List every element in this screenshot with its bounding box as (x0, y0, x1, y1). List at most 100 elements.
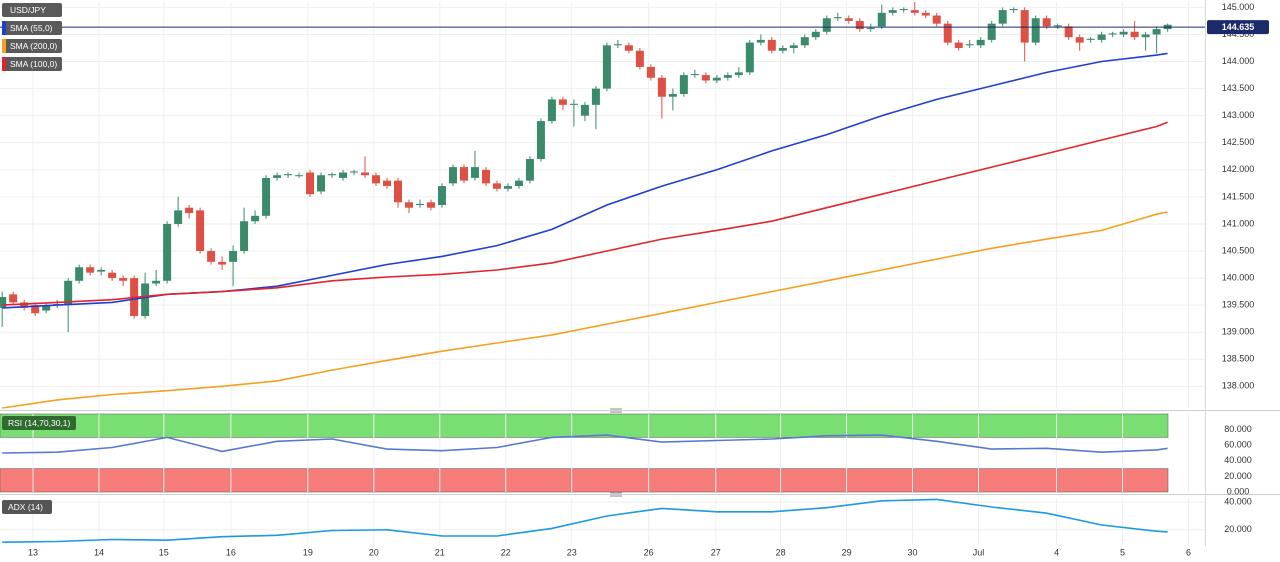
y-tick-label: 40.000 (1224, 455, 1252, 465)
legend-box (2, 21, 62, 35)
candle-body (734, 72, 743, 76)
candle-body (624, 45, 633, 51)
candle-body (448, 167, 457, 184)
legend-box (2, 57, 62, 71)
candle-body (1130, 31, 1139, 38)
candle-body (998, 10, 1007, 24)
y-tick-label: 60.000 (1224, 440, 1252, 450)
candle-body (20, 302, 29, 308)
y-tick-label: 140.000 (1222, 272, 1255, 282)
candle-body (75, 267, 84, 281)
candle-body (42, 305, 51, 311)
candle-body (174, 210, 183, 224)
candle-body (119, 278, 128, 281)
candle-body (1119, 31, 1128, 35)
candle-body (635, 50, 644, 67)
candle-body (767, 39, 776, 51)
y-tick-label: 141.500 (1222, 191, 1255, 201)
grid-layer (0, 2, 1205, 408)
candle-body (262, 177, 271, 216)
candle-body (459, 167, 468, 181)
zone-band (0, 468, 1169, 493)
legend-label: SMA (100,0) (10, 59, 57, 69)
candle-body (811, 31, 820, 38)
candle-body (1075, 37, 1084, 43)
candle-body (1152, 29, 1161, 35)
indicator-line (2, 121, 1168, 306)
legend-box (2, 500, 52, 514)
candle-body (789, 45, 798, 49)
candle-body (141, 283, 150, 316)
x-tick-label: 29 (842, 547, 852, 557)
candle-body (372, 175, 381, 184)
y-tick-label: 20.000 (1224, 471, 1252, 481)
x-tick-label: 30 (908, 547, 918, 557)
y-tick-label: 20.000 (1224, 524, 1252, 534)
candle-body (536, 121, 545, 159)
candle-body (9, 294, 18, 303)
candle-body (317, 175, 326, 192)
candle-body (1053, 25, 1062, 27)
candle-body (1042, 18, 1051, 27)
grid-layer (0, 413, 1190, 493)
candle-body (185, 207, 194, 214)
candle-body (657, 77, 666, 97)
candle-body (196, 210, 205, 252)
candle-body (1064, 26, 1073, 38)
last-price-label: 144.635 (1222, 22, 1255, 32)
y-tick-label: 139.500 (1222, 300, 1255, 310)
legend-swatch (2, 57, 6, 71)
candle-body (97, 269, 106, 272)
candle-body (361, 172, 370, 176)
candle-body (965, 44, 974, 46)
candle-body (888, 10, 897, 13)
resize-handle[interactable] (610, 492, 622, 497)
x-tick-label: 28 (776, 547, 786, 557)
y-tick-label: 141.000 (1222, 218, 1255, 228)
x-tick-label: 23 (567, 547, 577, 557)
x-tick-label: 14 (94, 547, 104, 557)
candle-body (328, 174, 337, 176)
candle-body (207, 251, 216, 262)
candle-body (470, 167, 479, 178)
candle-body (844, 18, 853, 21)
candle-body (987, 23, 996, 40)
data-layer (0, 2, 1205, 409)
legend-label: SMA (200,0) (10, 41, 57, 51)
y-tick-label: 138.000 (1222, 381, 1255, 391)
candle-body (877, 12, 886, 27)
grid-layer (0, 498, 1205, 545)
candle-body (240, 221, 249, 252)
candle-body (1009, 9, 1018, 11)
candle-body (404, 202, 413, 208)
data-layer (2, 434, 1168, 454)
x-tick-label: 4 (1054, 547, 1059, 557)
candle-body (383, 180, 392, 187)
indicator-line (2, 434, 1168, 454)
candle-body (1141, 34, 1150, 38)
label-layer: 138.000138.500139.000139.500140.000140.5… (2, 2, 1269, 557)
candle-body (668, 94, 677, 97)
resize-handle[interactable] (610, 408, 622, 413)
candle-body (800, 37, 809, 46)
y-tick-label: 140.500 (1222, 245, 1255, 255)
candle-body (690, 73, 699, 76)
y-tick-label: 143.000 (1222, 110, 1255, 120)
candle-body (701, 75, 710, 81)
x-tick-label: 6 (1186, 547, 1191, 557)
candle-body (306, 172, 315, 195)
x-tick-label: 22 (501, 547, 511, 557)
y-tick-label: 143.500 (1222, 83, 1255, 93)
y-tick-label: 40.000 (1224, 497, 1252, 507)
candle-body (613, 44, 622, 46)
candle-body (229, 251, 238, 262)
candle-body (591, 88, 600, 105)
candle-body (218, 261, 227, 265)
candle-body (86, 267, 95, 273)
y-tick-label: 144.000 (1222, 56, 1255, 66)
x-tick-label: 20 (369, 547, 379, 557)
y-tick-label: 145.000 (1222, 2, 1255, 12)
candle-body (251, 215, 260, 222)
x-tick-label: 26 (644, 547, 654, 557)
